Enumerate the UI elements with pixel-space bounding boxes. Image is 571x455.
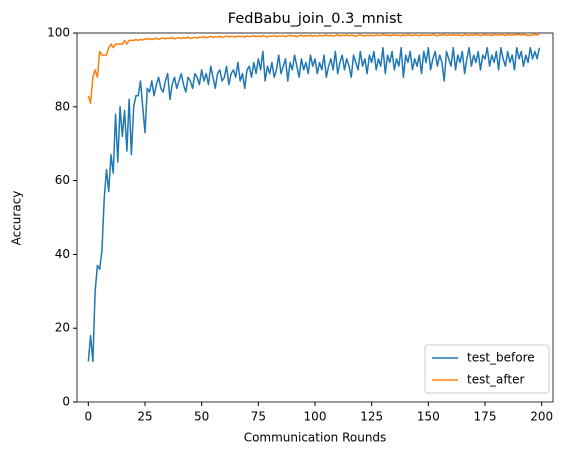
y-tick-label: 80	[55, 99, 70, 113]
y-tick-label: 20	[55, 321, 70, 335]
y-tick-label: 100	[47, 26, 70, 40]
plot-frame	[76, 32, 554, 403]
x-tick-label: 0	[85, 410, 93, 424]
legend: test_before test_after	[424, 344, 550, 394]
y-tick-label: 60	[55, 173, 70, 187]
x-tick-label: 50	[194, 410, 209, 424]
y-tick-label: 0	[62, 395, 70, 409]
x-tick-label: 200	[530, 410, 553, 424]
y-tick-label: 40	[55, 247, 70, 261]
x-tick-label: 150	[417, 410, 440, 424]
data-line	[87, 33, 540, 104]
x-tick-label: 25	[137, 410, 152, 424]
chart-title: FedBabu_join_0.3_mnist	[228, 11, 403, 27]
data-line	[87, 47, 541, 363]
y-axis-label: Accuracy	[10, 191, 24, 246]
legend-label: test_after	[467, 373, 525, 387]
x-tick-label: 100	[304, 410, 327, 424]
legend-box	[424, 344, 550, 394]
legend-label: test_before	[467, 351, 535, 365]
x-tick-label: 175	[474, 410, 497, 424]
x-axis-label: Communication Rounds	[244, 431, 387, 445]
x-tick-label: 125	[360, 410, 383, 424]
x-tick-label: 75	[251, 410, 266, 424]
